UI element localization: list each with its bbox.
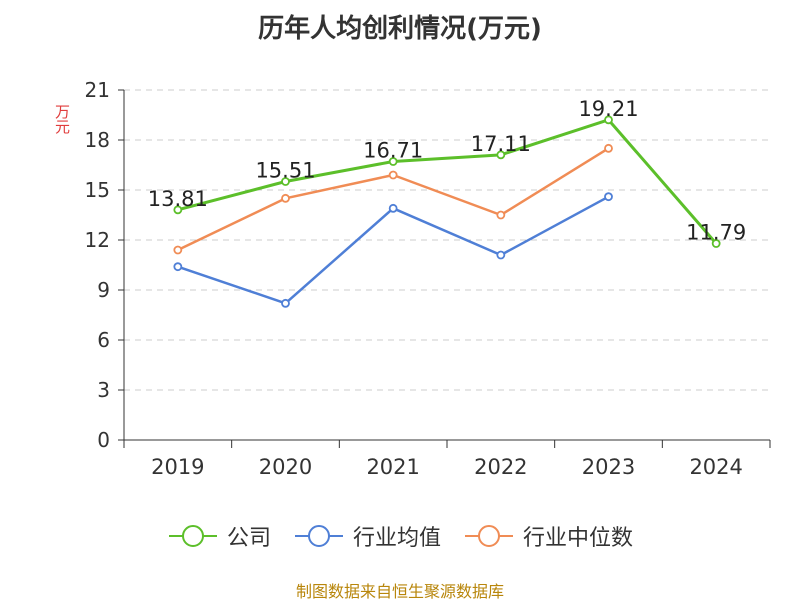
x-tick-label: 2023 [582,455,635,479]
chart-title: 历年人均创利情况(万元) [258,14,542,44]
data-label: 16.71 [363,139,423,163]
data-point [604,115,613,125]
y-tick-label: 12 [85,228,110,252]
legend-marker-icon [168,525,217,547]
y-tick-label: 3 [97,378,110,402]
x-tick-label: 2019 [151,455,204,479]
data-point [496,250,506,260]
data-point [388,170,398,180]
data-point [388,203,398,213]
data-point [173,205,183,215]
data-point [604,192,613,202]
y-tick-label: 6 [97,328,110,352]
data-source-note: 制图数据来自恒生聚源数据库 [295,582,504,601]
data-label: 13.81 [148,187,208,211]
data-point [173,262,183,272]
legend-label: 公司 [226,526,271,551]
data-point [388,157,398,166]
data-point [281,193,290,203]
x-tick-label: 2021 [366,455,419,479]
y-tick-label: 0 [97,428,110,452]
legend-label: 行业中位数 [523,526,634,551]
data-point [281,177,290,186]
y-axis-unit-label: 万元 [53,104,71,134]
data-point [496,150,506,160]
y-tick-label: 21 [85,78,110,102]
legend-item-industry-median[interactable]: 行业中位数 [463,520,633,552]
legend-marker-icon [294,525,343,547]
data-point [496,210,506,220]
y-tick-label: 15 [85,178,110,202]
data-point [604,143,613,153]
data-label: 17.11 [471,132,531,156]
x-tick-label: 2024 [689,455,742,479]
legend-label: 行业均值 [352,526,441,551]
data-point [281,298,290,308]
legend-marker-icon [465,525,513,547]
legend: 公司 行业均值 行业中位数 [0,520,800,552]
legend-item-company[interactable]: 公司 [167,520,271,552]
line-chart: 0 3 6 9 12 15 18 21 2019 2020 2021 2022 2023 2024 13.8… [85,78,771,479]
y-tick-label: 9 [97,278,110,302]
data-point [711,239,721,248]
data-point [173,245,183,255]
x-tick-label: 2020 [259,455,312,479]
y-tick-label: 18 [85,128,110,152]
legend-item-industry-avg[interactable]: 行业均值 [293,520,441,552]
series-line [177,118,718,245]
data-label: 11.79 [686,221,746,245]
x-tick-label: 2022 [474,455,527,479]
data-label: 15.51 [255,159,315,183]
data-label: 19.21 [578,97,638,121]
